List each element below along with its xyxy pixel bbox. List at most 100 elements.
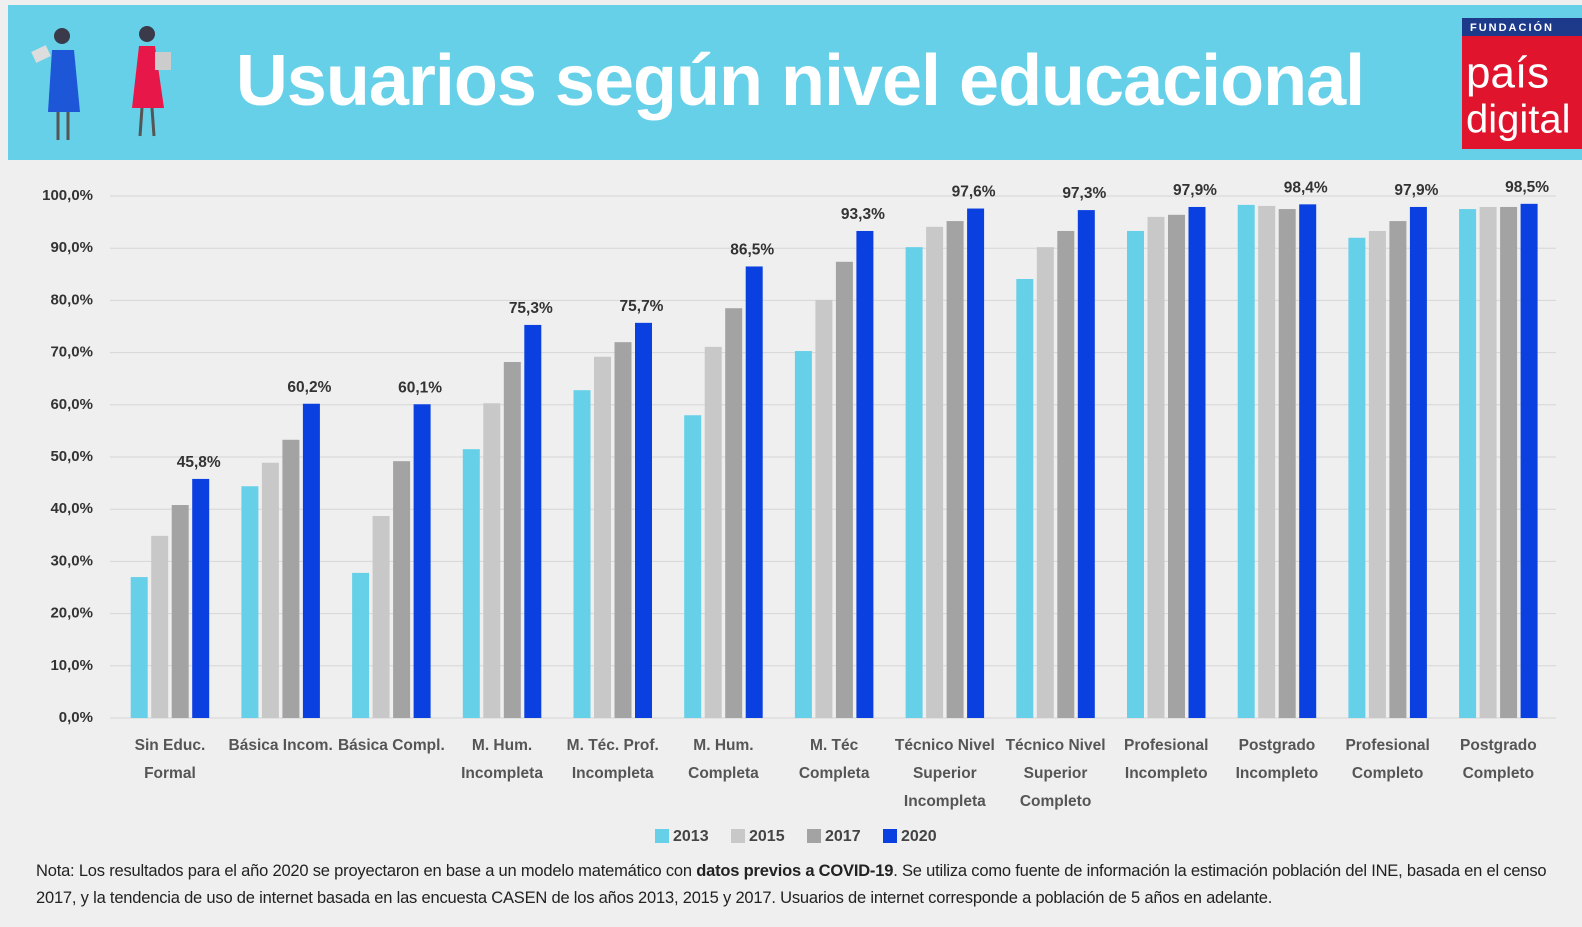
y-tick-label: 70,0% (50, 344, 93, 361)
bar (1348, 238, 1365, 718)
bar (856, 231, 873, 718)
x-tick-label: Profesional (1124, 737, 1208, 754)
bar (504, 362, 521, 718)
chart-title: Usuarios según nivel educacional (236, 41, 1364, 121)
logo-text: digital (1466, 98, 1571, 142)
x-tick-label: Incompleta (572, 765, 654, 782)
data-label: 97,9% (1394, 182, 1438, 199)
bar (262, 463, 279, 718)
x-tick-label: Técnico Nivel (895, 737, 995, 754)
data-label: 75,7% (620, 298, 664, 315)
bar (1521, 204, 1538, 718)
bar (483, 403, 500, 718)
bar (1279, 209, 1296, 718)
bar (1127, 231, 1144, 718)
x-tick-label: Completa (688, 765, 759, 782)
x-tick-label: Completo (1020, 793, 1091, 810)
x-tick-label: Incompleta (904, 793, 986, 810)
x-tick-label: Formal (144, 765, 196, 782)
legend-swatch (731, 829, 745, 843)
note-bold: datos previos a COVID-19 (696, 862, 893, 880)
bar (1037, 247, 1054, 718)
y-tick-label: 60,0% (50, 396, 93, 413)
bar (352, 573, 369, 718)
data-label: 93,3% (841, 206, 885, 223)
bar (131, 577, 148, 718)
bar (1410, 207, 1427, 718)
bar (172, 505, 189, 718)
x-tick-label: M. Téc. Prof. (567, 737, 659, 754)
bar (192, 479, 209, 718)
bar (1299, 204, 1316, 718)
data-label: 45,8% (177, 454, 221, 471)
bar (1016, 279, 1033, 718)
x-tick-label: Postgrado (1460, 737, 1537, 754)
bar (282, 440, 299, 718)
bar (1389, 221, 1406, 718)
bar (524, 325, 541, 718)
y-tick-label: 40,0% (50, 500, 93, 517)
x-tick-label: Básica Compl. (338, 737, 445, 754)
bar (594, 357, 611, 718)
x-tick-label: M. Téc (810, 737, 859, 754)
bar (463, 449, 480, 718)
y-tick-label: 30,0% (50, 552, 93, 569)
y-tick-label: 50,0% (50, 448, 93, 465)
x-tick-label: Sin Educ. (135, 737, 206, 754)
bar (815, 300, 832, 718)
x-tick-label: M. Hum. (472, 737, 532, 754)
legend-label: 2017 (825, 828, 861, 845)
x-tick-label: Completa (799, 765, 870, 782)
bar (1459, 209, 1476, 718)
x-tick-label: Incompleta (461, 765, 543, 782)
legend-swatch (883, 829, 897, 843)
x-tick-label: M. Hum. (693, 737, 753, 754)
data-label: 98,5% (1505, 179, 1549, 196)
bar (1057, 231, 1074, 718)
y-tick-label: 80,0% (50, 291, 93, 308)
bar (303, 404, 320, 718)
data-label: 97,9% (1173, 182, 1217, 199)
x-tick-label: Completo (1352, 765, 1423, 782)
bar (725, 308, 742, 718)
y-tick-label: 10,0% (50, 657, 93, 674)
bar (746, 266, 763, 718)
x-tick-label: Técnico Nivel (1006, 737, 1106, 754)
bar (836, 262, 853, 718)
bar (906, 247, 923, 718)
x-tick-label: Incompleto (1236, 765, 1319, 782)
bar (1258, 206, 1275, 718)
bar (684, 415, 701, 718)
bar (1369, 231, 1386, 718)
logo-text: país (1466, 49, 1549, 98)
bar (414, 404, 431, 718)
data-label: 97,3% (1062, 185, 1106, 202)
data-label: 98,4% (1284, 179, 1328, 196)
data-label: 60,2% (287, 379, 331, 396)
legend-label: 2013 (673, 828, 709, 845)
x-tick-label: Completo (1463, 765, 1534, 782)
legend-swatch (655, 829, 669, 843)
x-tick-label: Incompleto (1125, 765, 1208, 782)
bar (241, 486, 258, 718)
x-tick-label: Profesional (1345, 737, 1429, 754)
y-tick-label: 90,0% (50, 239, 93, 256)
bar (393, 461, 410, 718)
y-tick-label: 100,0% (42, 187, 93, 204)
legend-label: 2015 (749, 828, 785, 845)
x-tick-label: Postgrado (1239, 737, 1316, 754)
bar (1480, 207, 1497, 718)
x-tick-label: Superior (913, 765, 977, 782)
y-tick-label: 0,0% (59, 709, 93, 726)
bar (1500, 207, 1517, 718)
bar (926, 227, 943, 718)
bar (1078, 210, 1095, 718)
bar (574, 390, 591, 718)
data-label: 97,6% (952, 184, 996, 201)
bar (967, 209, 984, 718)
bar (151, 536, 168, 718)
bar (947, 221, 964, 718)
logo-text: FUNDACIÓN (1470, 21, 1554, 34)
bar (795, 351, 812, 718)
data-label: 60,1% (398, 379, 442, 396)
